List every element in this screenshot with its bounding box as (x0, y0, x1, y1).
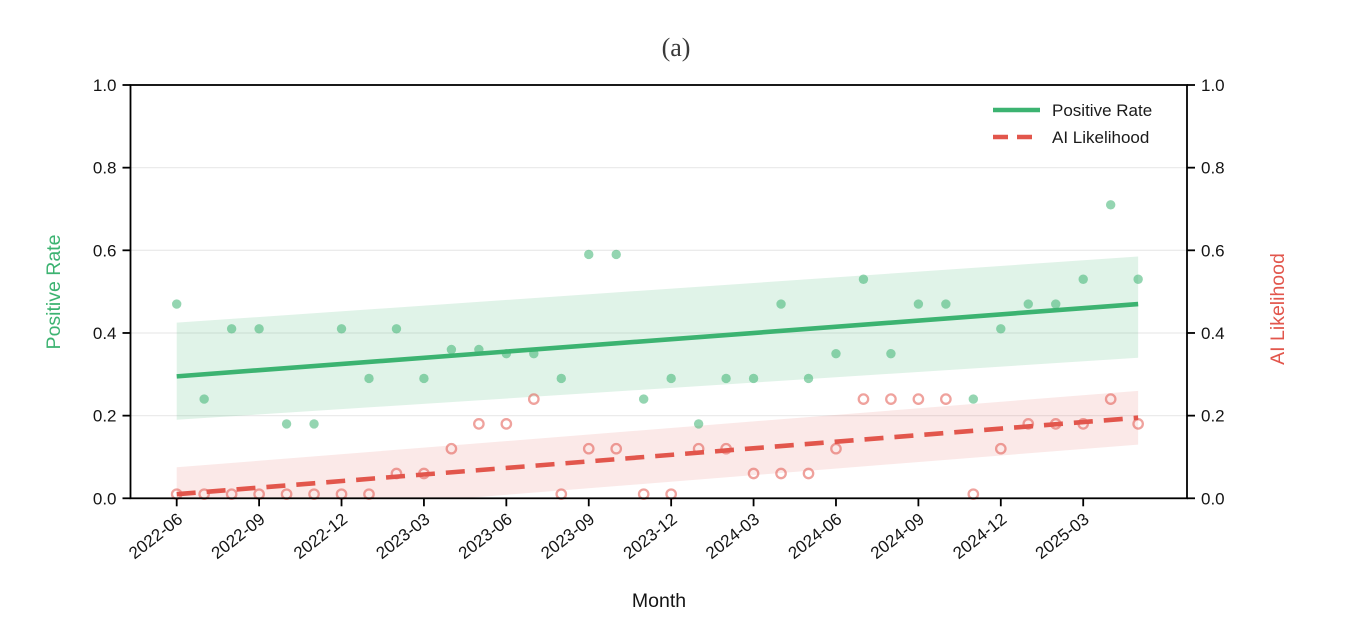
legend-label-ai-likelihood: AI Likelihood (1052, 128, 1149, 147)
ai-likelihood-point (912, 393, 925, 405)
positive-rate-point (858, 274, 869, 284)
legend: Positive Rate AI Likelihood (993, 101, 1152, 147)
ai-likelihood-point (1022, 418, 1035, 430)
ai-likelihood-point (1104, 393, 1117, 405)
ai-likelihood-confidence-band (176, 390, 1139, 499)
positive-rate-point (721, 373, 731, 384)
positive-rate-point (309, 419, 319, 429)
positive-rate-point (474, 344, 484, 355)
y-tick-label-right: 0.8 (1201, 159, 1225, 178)
positive-rate-point (611, 249, 621, 260)
positive-rate-point (584, 249, 594, 260)
ai-likelihood-point (857, 393, 870, 405)
ai-likelihood-point (830, 442, 842, 455)
x-tick-label: 2024-12 (949, 509, 1010, 562)
positive-rate-point (1051, 299, 1061, 309)
positive-rate-trend-line (176, 301, 1139, 379)
chart-title: (a) (662, 33, 691, 62)
plot-area: 0.0 0.0 0.2 0.2 0.4 0.4 0.6 0.6 0.8 0.8 1.0 1.0 2022… (93, 76, 1225, 563)
y-tick-label-right: 0.6 (1201, 241, 1225, 260)
y-tick-label-left: 0.2 (93, 407, 117, 426)
ai-likelihood-point (1077, 418, 1090, 430)
positive-rate-point (886, 348, 896, 359)
x-tick-label: 2023-12 (620, 509, 681, 562)
positive-rate-point (364, 373, 374, 384)
x-tick-label: 2024-03 (702, 509, 763, 562)
positive-rate-point (254, 324, 264, 334)
ai-likelihood-point (418, 467, 430, 480)
y-tick-label-left: 0.6 (93, 241, 117, 260)
ai-likelihood-point (940, 393, 952, 405)
positive-rate-point (693, 419, 704, 429)
positive-rate-point (913, 299, 924, 309)
y-tick-label-right: 0.2 (1201, 407, 1225, 426)
x-tick-label: 2022-06 (125, 509, 186, 562)
positive-rate-point (419, 373, 429, 384)
ai-likelihood-point (994, 442, 1007, 455)
positive-rate-point (529, 348, 539, 359)
y-tick-label-left: 1.0 (93, 76, 117, 95)
ai-likelihood-point (445, 442, 458, 455)
y-tick-label-left: 0.0 (93, 489, 117, 508)
positive-rate-point (968, 394, 979, 404)
positive-rate-point (1133, 274, 1143, 284)
x-tick-label: 2022-09 (208, 509, 269, 562)
positive-rate-point (776, 299, 786, 309)
positive-rate-point (803, 373, 814, 384)
ai-likelihood-point (720, 442, 732, 455)
x-tick-label: 2025-03 (1032, 509, 1093, 562)
y-tick-label-right: 0.4 (1201, 324, 1225, 343)
ai-likelihood-point (885, 393, 897, 405)
ai-likelihood-point (747, 467, 760, 480)
positive-rate-point (831, 348, 841, 359)
positive-rate-point (172, 299, 182, 309)
positive-rate-point (748, 373, 759, 384)
ai-likelihood-point (527, 393, 540, 405)
positive-rate-point (1078, 274, 1088, 284)
positive-rate-point (391, 324, 402, 334)
positive-rate-point (336, 324, 347, 334)
legend-label-positive-rate: Positive Rate (1052, 101, 1152, 120)
ai-likelihood-point (802, 467, 815, 480)
ai-likelihood-point (390, 467, 403, 480)
positive-rate-point (446, 344, 457, 355)
ai-likelihood-point (775, 467, 787, 480)
positive-rate-point (1023, 299, 1033, 309)
positive-rate-point (281, 419, 292, 429)
positive-rate-point (666, 373, 676, 384)
x-tick-label: 2023-03 (373, 509, 434, 562)
y-axis-title-left: Positive Rate (43, 235, 65, 350)
ai-likelihood-point (1132, 418, 1145, 430)
positive-rate-point (501, 348, 512, 359)
y-tick-label-right: 0.0 (1201, 489, 1225, 508)
ai-likelihood-point (500, 418, 513, 430)
positive-rate-point (226, 324, 237, 334)
y-tick-label-left: 0.8 (93, 159, 117, 178)
positive-rate-point (1105, 200, 1116, 210)
y-tick-label-right: 1.0 (1201, 76, 1225, 95)
x-tick-label: 2022-12 (290, 509, 351, 562)
x-axis-title: Month (632, 590, 686, 612)
y-axis-title-right: AI Likelihood (1267, 253, 1289, 365)
y-tick-label-left: 0.4 (93, 324, 117, 343)
ai-likelihood-point (692, 442, 705, 455)
ai-likelihood-point (1049, 418, 1062, 430)
x-tick-label: 2023-09 (537, 509, 598, 562)
positive-rate-point (996, 324, 1006, 334)
x-tick-label: 2023-06 (455, 509, 516, 562)
plot-border (129, 84, 1188, 500)
positive-rate-point (199, 394, 209, 404)
positive-rate-point (556, 373, 566, 384)
x-tick-label: 2024-09 (867, 509, 928, 562)
positive-rate-point (638, 394, 649, 404)
ai-likelihood-point (582, 442, 595, 455)
ai-likelihood-trend-line (176, 415, 1139, 497)
ai-likelihood-point (473, 418, 485, 430)
x-tick-label: 2024-06 (785, 509, 846, 562)
ai-likelihood-point (610, 442, 623, 455)
positive-rate-point (941, 299, 951, 309)
